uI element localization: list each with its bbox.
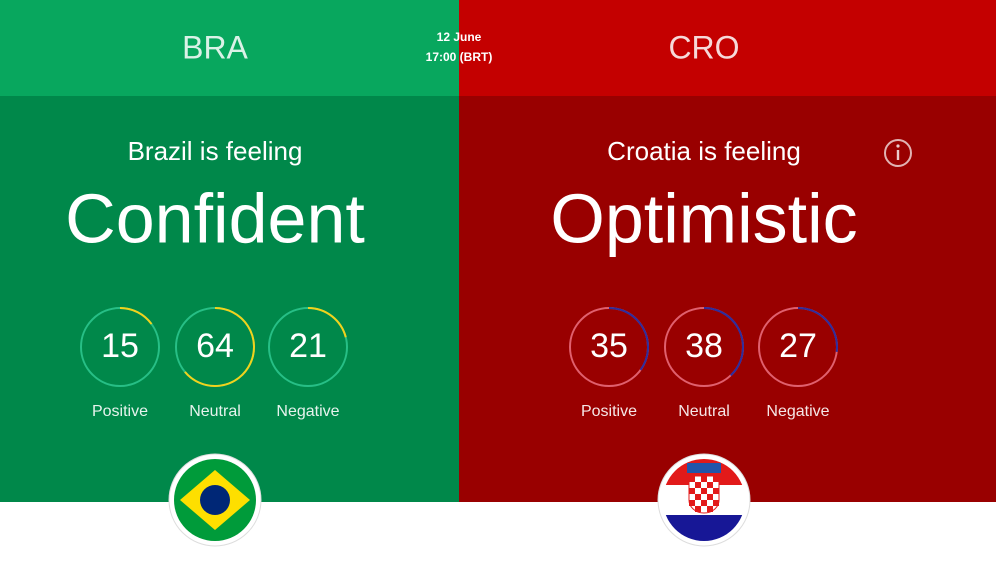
cro-header xyxy=(459,0,996,96)
stat-value: 21 xyxy=(289,327,327,365)
ring-arc xyxy=(703,307,744,377)
ring-arc xyxy=(797,307,838,353)
stat-value: 27 xyxy=(779,327,817,365)
mood: Optimistic xyxy=(550,179,857,257)
stat-label: Neutral xyxy=(678,403,730,420)
feeling-caption: Brazil is feeling xyxy=(128,136,303,166)
ring-arc xyxy=(608,307,649,371)
ring-arc xyxy=(119,307,153,325)
match-time: 17:00 (BRT) xyxy=(426,50,493,64)
feeling-caption: Croatia is feeling xyxy=(607,136,801,166)
ring-arc xyxy=(307,307,347,338)
stat-value: 38 xyxy=(685,327,723,365)
stat-label: Neutral xyxy=(189,403,241,420)
stat-value: 15 xyxy=(101,327,139,365)
bra-panel xyxy=(0,96,459,502)
stat-label: Negative xyxy=(766,403,829,420)
stat-value: 64 xyxy=(196,327,234,365)
info-button[interactable] xyxy=(884,139,912,167)
team-code: BRA xyxy=(182,29,248,65)
match-date: 12 June xyxy=(437,30,482,44)
team-code: CRO xyxy=(668,29,739,65)
stat-label: Positive xyxy=(92,403,148,420)
croatia-flag xyxy=(657,453,751,547)
brazil-flag xyxy=(168,453,262,547)
stat-value: 35 xyxy=(590,327,628,365)
mood: Confident xyxy=(65,179,365,257)
bra-header xyxy=(0,0,459,96)
stat-label: Negative xyxy=(276,403,339,420)
ring-arc xyxy=(184,307,255,387)
stat-label: Positive xyxy=(581,403,637,420)
